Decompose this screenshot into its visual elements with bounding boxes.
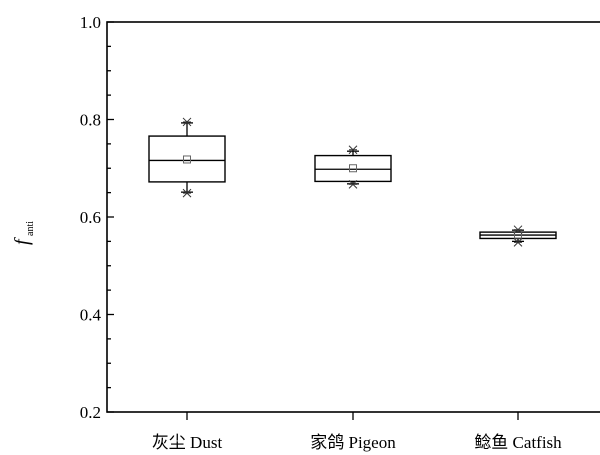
- outlier-marker: [182, 188, 192, 198]
- x-category-label: 鲶鱼 Catfish: [474, 433, 562, 452]
- mean-marker: [514, 230, 522, 239]
- plot-frame: [106, 21, 600, 413]
- boxes: [148, 117, 557, 247]
- y-tick-label: 0.4: [80, 306, 102, 325]
- y-axis-label-subscript: anti: [25, 221, 36, 236]
- x-axis: 灰尘 Dust 家鸽 Pigeon 鲶鱼 Catfish: [152, 412, 562, 452]
- outlier-marker: [348, 179, 358, 189]
- box-2: [314, 145, 392, 189]
- y-axis: 0.2 0.4 0.6 0.8 1.0: [80, 13, 114, 422]
- y-tick-label: 0.8: [80, 111, 101, 130]
- mean-marker: [349, 164, 357, 173]
- x-category-label: 家鸽 Pigeon: [310, 433, 396, 452]
- outlier-marker: [182, 117, 192, 127]
- y-axis-label-symbol: f: [11, 237, 33, 245]
- outlier-marker: [513, 237, 523, 247]
- box-iqr: [314, 154, 392, 183]
- box-iqr: [148, 135, 226, 183]
- x-category-label: 灰尘 Dust: [152, 433, 223, 452]
- mean-marker: [183, 155, 191, 164]
- outlier-marker: [513, 225, 523, 235]
- box-1: [148, 117, 226, 198]
- y-tick-label: 0.6: [80, 208, 101, 227]
- y-tick-label: 1.0: [80, 13, 101, 32]
- outlier-marker: [348, 145, 358, 155]
- y-tick-label: 0.2: [80, 403, 101, 422]
- box-3: [479, 225, 557, 247]
- y-axis-label: f anti: [11, 221, 36, 245]
